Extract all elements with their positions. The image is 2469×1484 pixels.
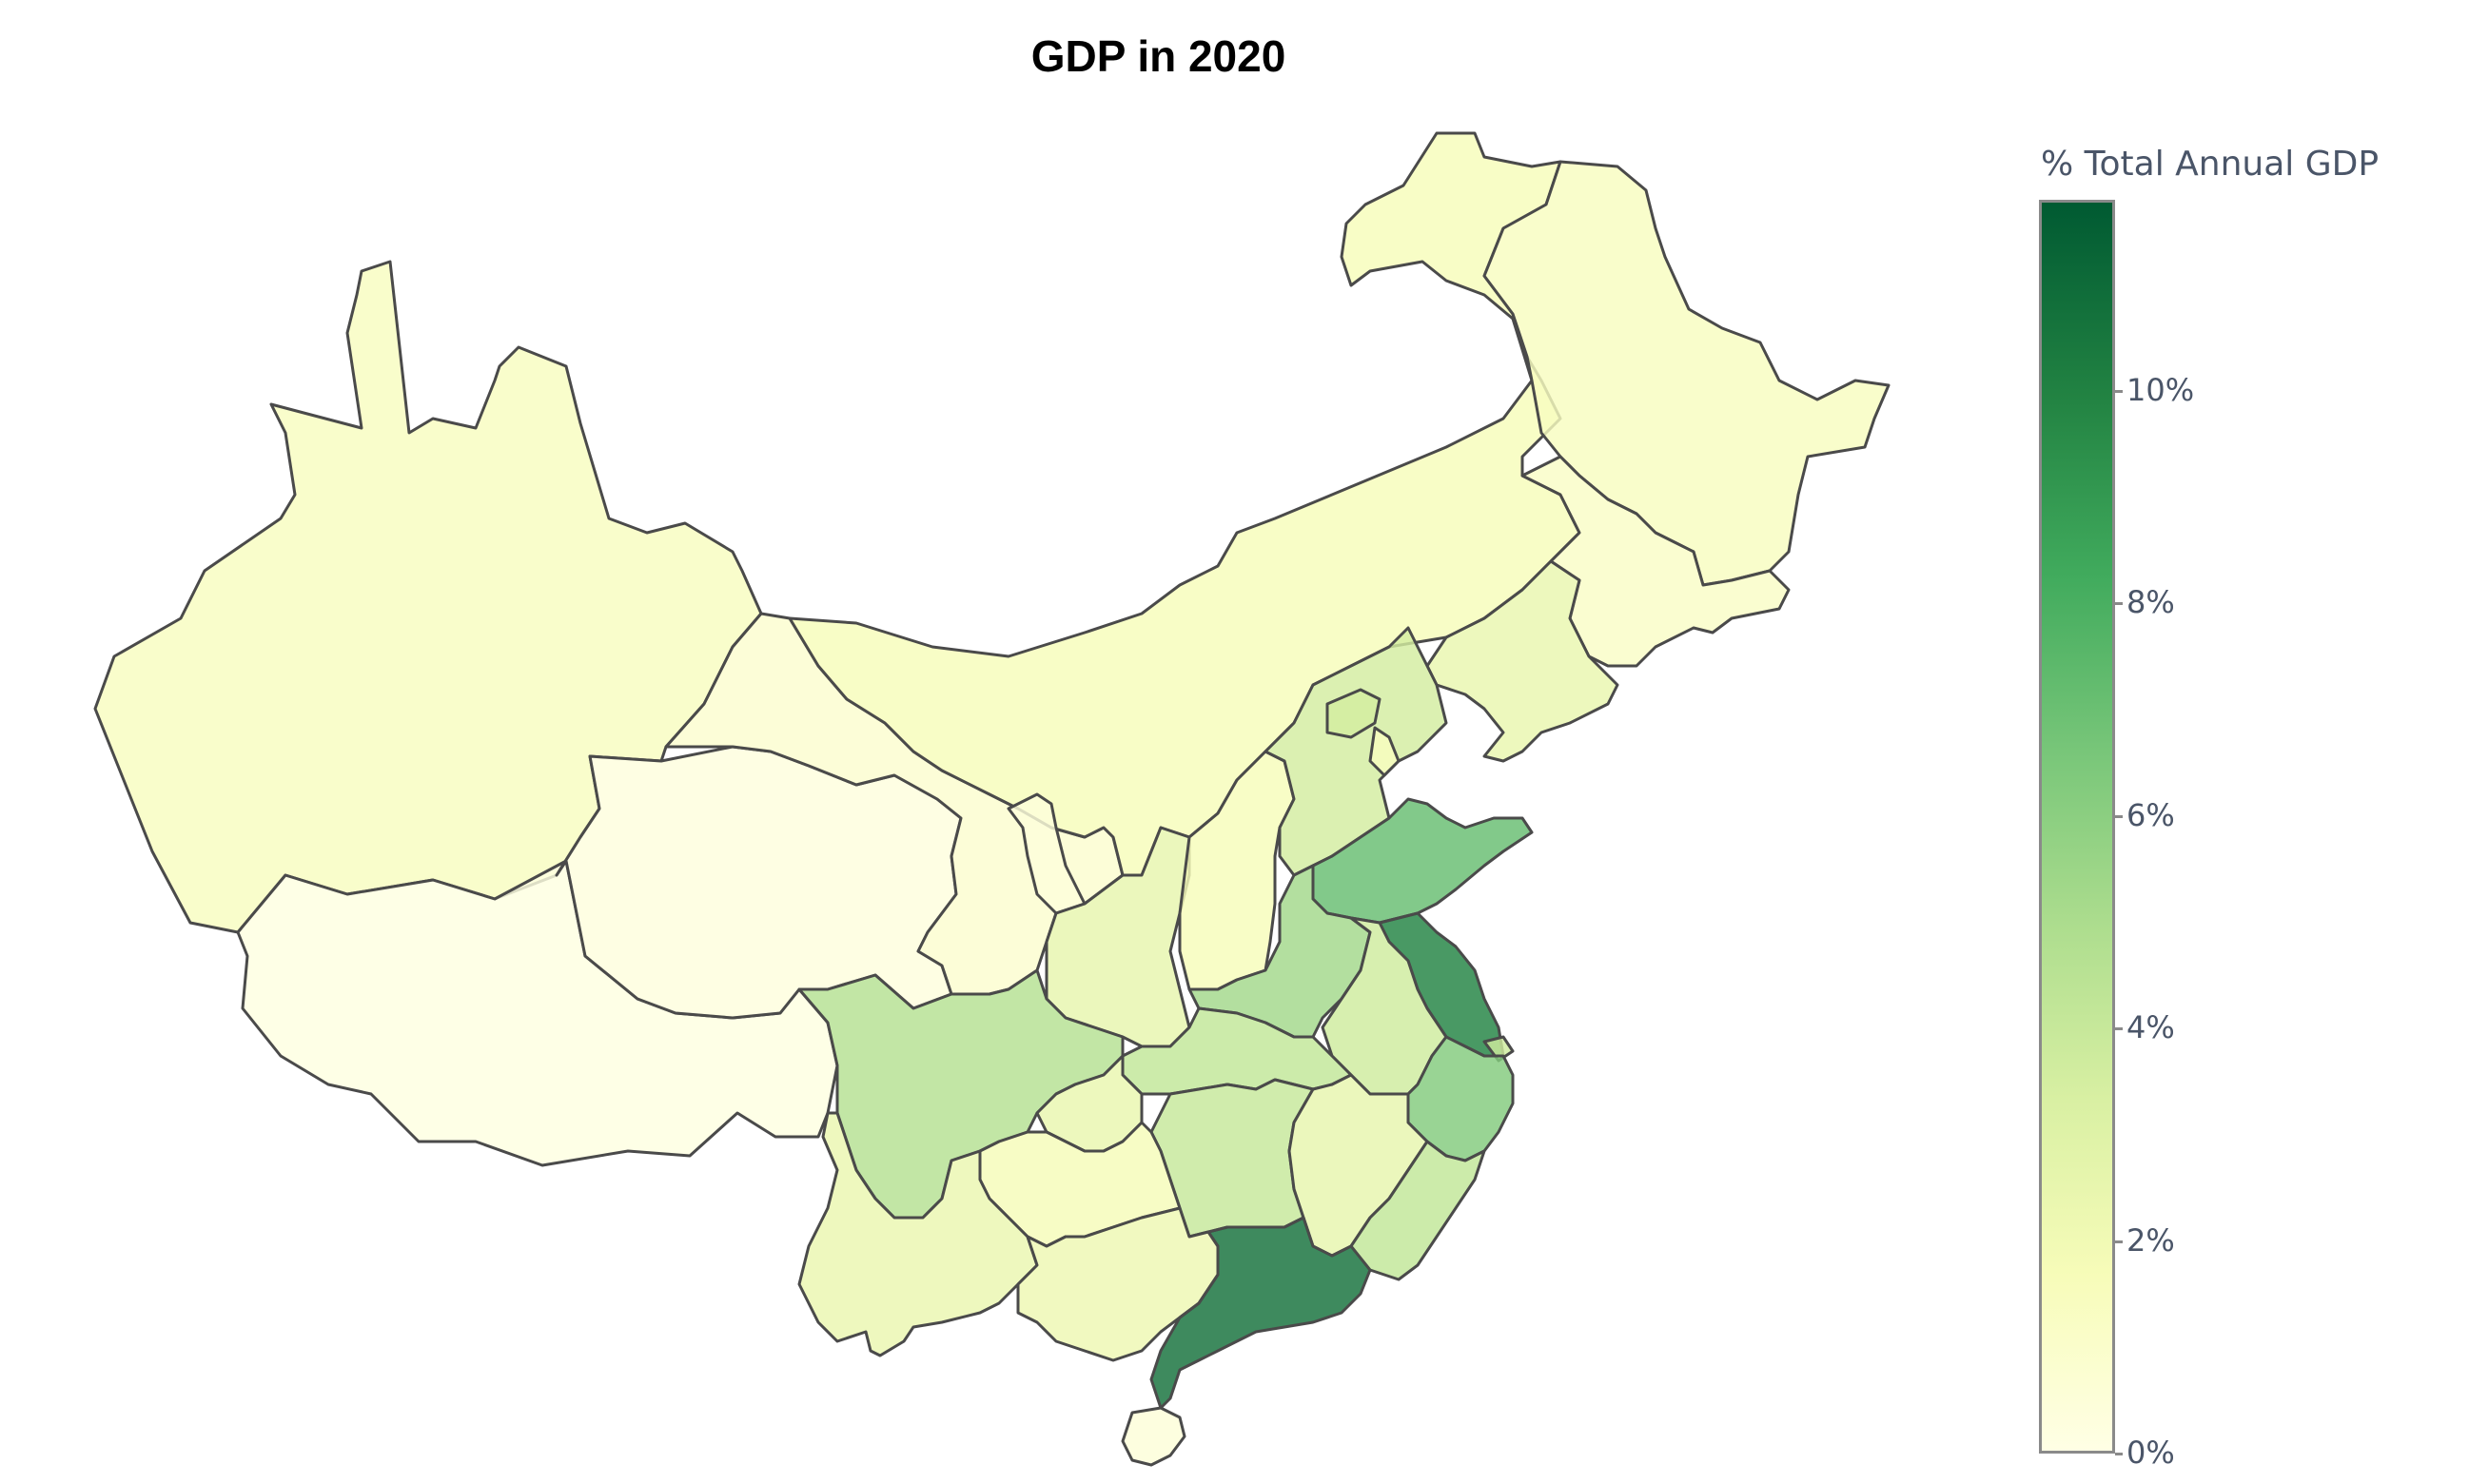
province-yunnan[interactable]: [797, 1111, 1039, 1357]
province-qinghai[interactable]: [555, 745, 963, 1020]
colorbar-tick-label: 2%: [2126, 1221, 2175, 1259]
colorbar-tickmark: [2115, 602, 2123, 606]
colorbar-tickmark: [2115, 390, 2123, 394]
colorbar-tick-label: 8%: [2126, 584, 2175, 621]
colorbar-tickmark: [2115, 1027, 2123, 1031]
province-beijing[interactable]: [1325, 688, 1381, 739]
province-liaoning[interactable]: [1425, 559, 1619, 763]
province-fujian[interactable]: [1349, 1140, 1486, 1281]
province-hainan[interactable]: [1121, 1406, 1186, 1467]
colorbar-tick-label: 6%: [2126, 796, 2175, 833]
province-layer: [93, 131, 1891, 1467]
colorbar-tickmark: [2115, 1240, 2123, 1243]
colorbar: [2039, 200, 2115, 1454]
province-tianjin[interactable]: [1368, 726, 1401, 777]
colorbar-tick-label: 0%: [2126, 1435, 2175, 1471]
colorbar-tick-label: 4%: [2126, 1009, 2175, 1046]
colorbar-tick-label: 10%: [2126, 372, 2195, 409]
province-shanghai[interactable]: [1482, 1035, 1515, 1063]
province-shanxi[interactable]: [1178, 750, 1296, 991]
colorbar-tickmark: [2115, 814, 2123, 818]
province-guangdong[interactable]: [1149, 1216, 1372, 1410]
colorbar-title: % Total Annual GDP: [2041, 145, 2380, 184]
colorbar-tickmark: [2115, 1453, 2123, 1455]
chart-title: GDP in 2020: [1030, 31, 1286, 81]
